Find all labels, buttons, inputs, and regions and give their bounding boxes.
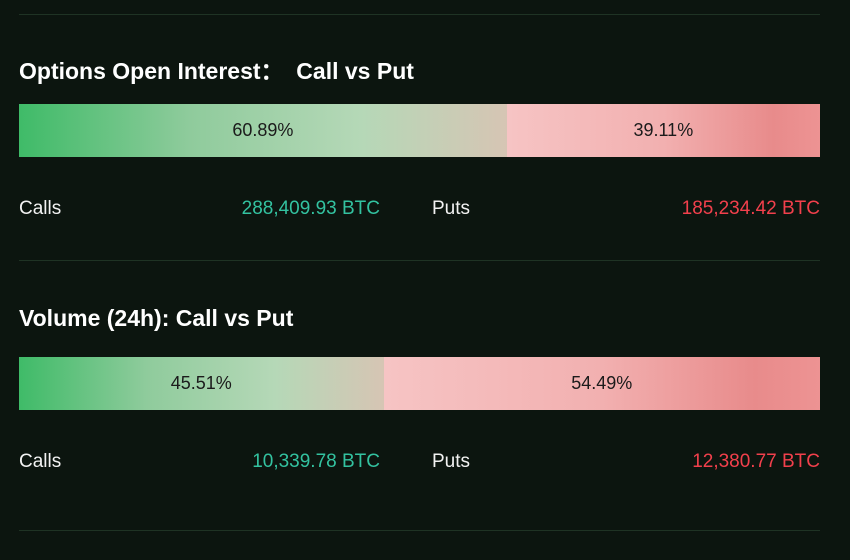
ratio-bar: 60.89% 39.11% (19, 104, 820, 157)
ratio-bar: 45.51% 54.49% (19, 357, 820, 410)
divider (19, 14, 820, 15)
stat-section: Options Open Interest： Call vs Put 60.89%… (19, 52, 820, 252)
put-percent: 54.49% (571, 373, 633, 393)
calls-label: Calls (19, 451, 62, 472)
call-segment: 45.51% (19, 357, 384, 410)
calls-label: Calls (19, 198, 62, 219)
calls-value: 288,409.93 BTC (241, 198, 380, 219)
call-segment: 60.89% (19, 104, 507, 157)
calls-value: 10,339.78 BTC (252, 451, 380, 472)
puts-value: 12,380.77 BTC (692, 451, 820, 472)
divider (19, 530, 820, 531)
call-percent: 45.51% (170, 373, 232, 393)
puts-value: 185,234.42 BTC (681, 198, 820, 219)
call-percent: 60.89% (232, 120, 294, 140)
section-title: Volume (24h): Call vs Put (19, 305, 294, 331)
divider (19, 260, 820, 261)
put-percent: 39.11% (633, 120, 694, 140)
section-title: Options Open Interest： Call vs Put (19, 58, 414, 84)
puts-label: Puts (432, 198, 471, 219)
stat-section: Volume (24h): Call vs Put 45.51% 54.49% Cal… (19, 305, 820, 505)
put-segment: 39.11% (506, 104, 820, 157)
puts-label: Puts (432, 451, 471, 472)
put-segment: 54.49% (383, 357, 820, 410)
